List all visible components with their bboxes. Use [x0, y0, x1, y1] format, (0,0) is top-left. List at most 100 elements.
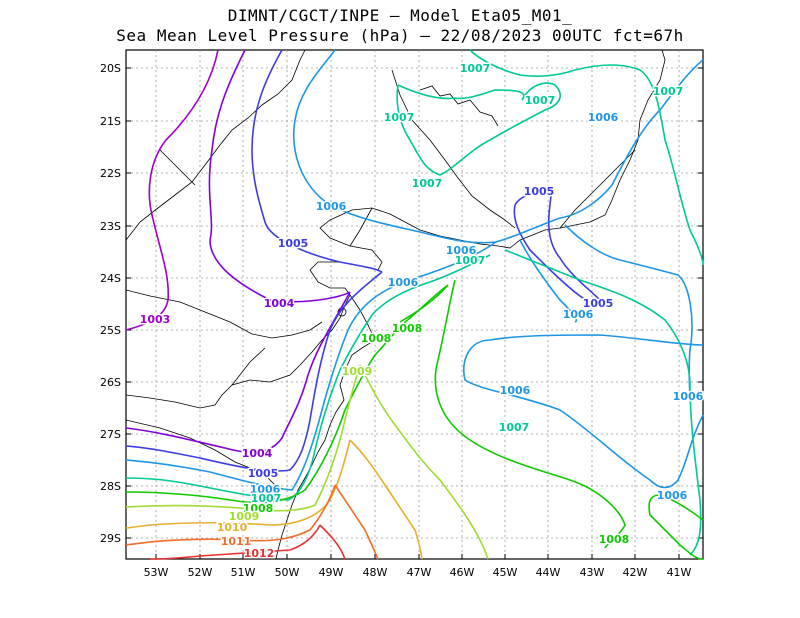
- contour-label: 1007: [653, 85, 684, 98]
- contour-label: 1006: [500, 384, 531, 397]
- contour-label: 1006: [673, 390, 704, 403]
- lon-tick-label: 45W: [493, 566, 518, 579]
- isobar-1010: [125, 439, 351, 529]
- lon-tick-label: 48W: [363, 566, 388, 579]
- lat-tick-label: 26S: [100, 376, 121, 389]
- contour-label: 1009: [342, 365, 373, 378]
- isobar-1006: [292, 49, 704, 244]
- isobars: [125, 49, 704, 560]
- contour-label: 1007: [525, 94, 556, 107]
- contour-label: 1010: [217, 521, 248, 534]
- state-border: [125, 419, 281, 491]
- contour-label: 1012: [244, 547, 275, 560]
- state-border: [125, 289, 323, 339]
- contour-label: 1005: [524, 185, 555, 198]
- map-frame: [125, 49, 704, 560]
- lat-tick-label: 22S: [100, 167, 121, 180]
- lon-tick-label: 51W: [231, 566, 256, 579]
- lon-tick-label: 41W: [667, 566, 692, 579]
- coastline-path: [125, 49, 666, 409]
- isobar-1004: [208, 49, 351, 303]
- state-border: [391, 69, 516, 229]
- isobar-1005: [125, 271, 383, 472]
- contour-label: 1011: [221, 535, 252, 548]
- lon-tick-label: 42W: [623, 566, 648, 579]
- state-border: [231, 347, 266, 386]
- isobar-1005: [251, 49, 383, 273]
- lat-tick-label: 24S: [100, 272, 121, 285]
- contour-label: 1008: [243, 502, 274, 515]
- lon-tick-label: 52W: [188, 566, 213, 579]
- contour-label: 1007: [384, 111, 415, 124]
- contour-label: 1007: [412, 177, 443, 190]
- isobar-1007: [504, 249, 702, 556]
- map-title-line-2: Sea Mean Level Pressure (hPa) – 22/08/20…: [116, 26, 684, 45]
- lon-tick-label: 44W: [536, 566, 561, 579]
- axis-ticks: 20S 21S 22S 23S 24S 25S 26S 27S 28S 29S 53W 52W 51W 5…: [100, 62, 703, 579]
- contour-label: 1005: [583, 297, 614, 310]
- contour-label: 1006: [588, 111, 619, 124]
- isobar-1007: [396, 82, 561, 176]
- isobar-1006: [564, 224, 693, 401]
- contour-label: 1006: [388, 276, 419, 289]
- state-border: [559, 149, 636, 229]
- lat-tick-label: 29S: [100, 532, 121, 545]
- lat-tick-label: 20S: [100, 62, 121, 75]
- isobar-1011: [125, 484, 336, 546]
- state-border: [349, 207, 373, 247]
- isobar-1008: [648, 494, 704, 560]
- map-title-line-1: DIMNT/CGCT/INPE – Model Eta05_M01_: [227, 6, 573, 25]
- isobar-1008: [399, 284, 449, 323]
- contour-label: 1006: [446, 244, 477, 257]
- isobar-1010: [349, 439, 423, 560]
- isobar-1003: [125, 49, 219, 331]
- lon-tick-label: 46W: [450, 566, 475, 579]
- lat-tick-label: 25S: [100, 324, 121, 337]
- contour-labels: 1007100710071007100710061005100610051006…: [138, 61, 705, 562]
- contour-label: 1004: [264, 297, 295, 310]
- isobar-1006: [125, 241, 497, 491]
- grid-lines: [126, 50, 703, 559]
- lon-tick-label: 47W: [407, 566, 432, 579]
- lon-tick-label: 50W: [275, 566, 300, 579]
- contour-label: 1009: [229, 510, 260, 523]
- isobar-1012: [149, 524, 321, 560]
- lon-tick-label: 53W: [144, 566, 169, 579]
- contour-label: 1007: [251, 492, 282, 505]
- state-border: [159, 149, 196, 186]
- isobar-1005: [513, 189, 602, 306]
- lake-border: [419, 85, 499, 127]
- isobar-1011: [334, 484, 379, 560]
- contour-label: 1007: [499, 421, 530, 434]
- lat-tick-label: 28S: [100, 480, 121, 493]
- isobar-1009: [125, 364, 361, 512]
- contour-label: 1007: [455, 254, 486, 267]
- contour-label: 1003: [140, 313, 171, 326]
- lat-tick-label: 23S: [100, 220, 121, 233]
- isobar-1012: [319, 524, 346, 560]
- contour-label: 1006: [316, 200, 347, 213]
- isobar-1006: [463, 334, 704, 489]
- contour-label: 1005: [278, 237, 309, 250]
- contour-label: 1006: [657, 489, 688, 502]
- lon-tick-label: 49W: [319, 566, 344, 579]
- lat-tick-label: 27S: [100, 428, 121, 441]
- contour-label: 1006: [250, 483, 281, 496]
- lon-tick-label: 43W: [580, 566, 605, 579]
- isobar-1008: [125, 284, 449, 504]
- isobar-1007: [469, 49, 704, 266]
- contour-label: 1008: [392, 322, 423, 335]
- isobar-1009: [359, 364, 489, 560]
- contour-label: 1007: [460, 62, 491, 75]
- contour-label: 1005: [248, 467, 279, 480]
- coastline-south: [275, 294, 376, 560]
- state-border: [125, 49, 306, 241]
- coastline: [125, 49, 666, 560]
- isobar-1008: [434, 279, 626, 549]
- contour-label: 1008: [599, 533, 630, 546]
- contour-label: 1008: [361, 332, 392, 345]
- contour-label: 1006: [563, 308, 594, 321]
- isobar-1004: [125, 291, 351, 454]
- isobar-1006: [519, 239, 578, 323]
